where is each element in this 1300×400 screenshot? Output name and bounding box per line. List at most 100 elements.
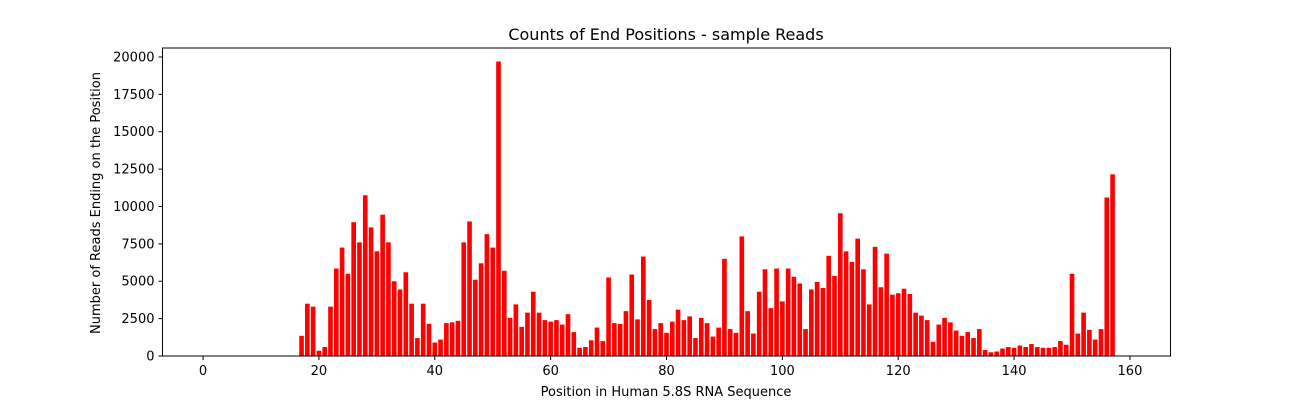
y-tick-label: 10000 [113,200,154,215]
y-tick-label: 15000 [113,125,154,140]
bar-58 [536,312,542,356]
bar-139 [1005,347,1011,356]
bar-65 [577,347,582,356]
bar-67 [588,340,594,356]
y-tick-label: 12500 [113,163,154,178]
bar-73 [623,311,629,356]
bar-82 [675,309,681,356]
bar-27 [357,242,362,356]
bar-151 [1075,333,1081,356]
bar-45 [461,242,467,356]
bar-86 [698,317,704,356]
bar-78 [652,329,658,356]
bar-39 [426,323,432,356]
bar-144 [1034,347,1040,356]
bar-157 [1110,174,1115,356]
bar-87 [704,323,710,356]
bar-102 [791,276,797,356]
y-tick-label: 2500 [121,312,154,327]
bar-91 [727,329,733,356]
bar-68 [594,327,600,356]
bar-148 [1058,341,1063,356]
bar-24 [339,247,345,356]
bar-113 [855,238,860,356]
bar-90 [722,258,727,356]
x-axis-label: Position in Human 5.8S RNA Sequence [541,385,792,400]
bar-53 [507,317,513,356]
bar-26 [351,222,356,356]
bar-59 [542,320,548,356]
bar-97 [762,269,768,356]
bar-28 [362,195,368,356]
bar-83 [681,320,687,356]
x-tick-label: 100 [770,364,795,379]
x-tick-label: 40 [427,364,444,379]
bar-41 [438,339,443,356]
bar-19 [310,306,316,356]
x-tick-label: 60 [542,364,559,379]
bar-108 [826,255,832,356]
bar-57 [530,291,536,356]
bar-29 [368,227,374,356]
bar-70 [606,277,611,356]
bar-95 [751,333,756,356]
y-axis-label: Number of Reads Ending on the Position [89,72,104,334]
bar-124 [919,315,924,356]
bar-94 [745,311,750,356]
bar-109 [832,276,837,356]
bar-48 [478,263,484,356]
bar-20 [316,350,322,356]
y-tick-label: 17500 [113,88,154,103]
bar-31 [380,214,385,356]
bar-93 [739,236,745,356]
bar-134 [977,329,982,356]
bar-155 [1098,329,1104,356]
bar-107 [820,287,826,356]
bars-group [299,61,1115,357]
bar-84 [687,316,692,356]
bar-62 [559,324,565,356]
bar-110 [837,213,843,356]
bar-79 [658,323,664,356]
bar-96 [756,291,762,356]
bar-75 [635,319,640,356]
plot-frame [162,47,1171,357]
bar-120 [895,293,901,356]
bar-122 [907,293,913,356]
bar-136 [988,352,994,356]
bar-92 [733,332,739,356]
bar-156 [1104,197,1110,356]
bar-141 [1017,345,1023,356]
y-axis-ticks: 0 2500 5000 7500 10000 12500 15000 17500 20000 [113,50,163,365]
y-tick-label: 0 [146,350,154,365]
bar-34 [397,289,403,356]
bar-23 [333,268,339,356]
bar-43 [449,322,455,356]
bar-64 [571,332,577,356]
x-tick-label: 160 [1118,364,1143,379]
chart-title: Counts of End Positions - sample Reads [508,25,823,44]
bar-30 [374,251,380,356]
bar-37 [415,338,420,356]
bar-149 [1063,344,1069,356]
bar-60 [548,321,553,356]
bar-21 [322,347,328,356]
x-tick-label: 20 [311,364,328,379]
bar-61 [554,320,559,356]
bar-143 [1029,344,1034,356]
bar-51 [496,61,501,357]
bar-118 [884,253,889,356]
bar-154 [1092,339,1098,356]
bar-18 [305,303,310,356]
bar-138 [1000,348,1005,356]
x-axis-ticks: 0 20 40 60 80 100 120 140 160 [199,356,1142,379]
bar-85 [693,338,698,356]
bar-46 [467,221,472,356]
bar-55 [519,326,524,356]
bar-42 [444,323,449,356]
bar-115 [866,304,872,356]
bar-121 [901,288,907,356]
bar-88 [710,336,716,356]
bar-126 [930,341,936,356]
